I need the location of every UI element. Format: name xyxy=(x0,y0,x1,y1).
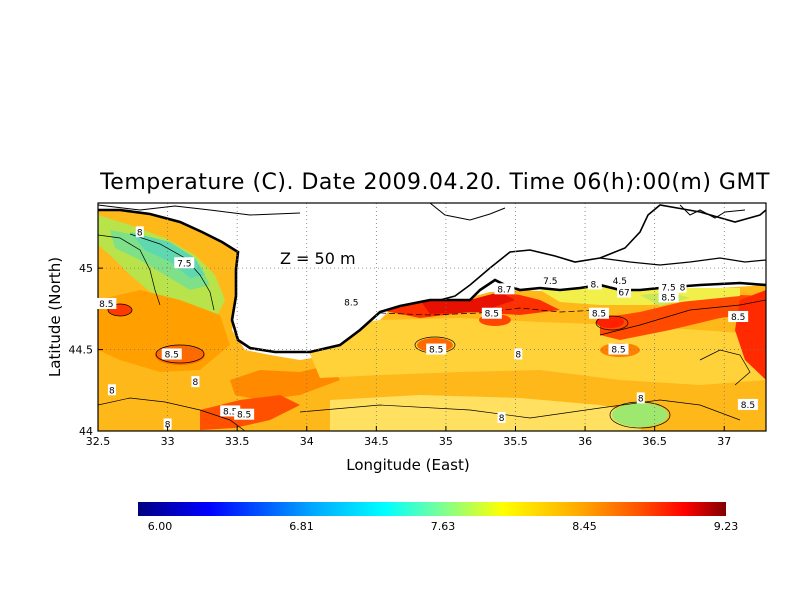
contour-label: 7.5 xyxy=(177,259,191,269)
contour-label: 8 xyxy=(193,378,199,388)
contour-label: 8.5 xyxy=(165,350,179,360)
x-axis-ticks: 32.5 33 33.5 34 34.5 35 35.5 36 36.5 37 xyxy=(86,426,731,448)
x-tick-label: 34.5 xyxy=(364,435,389,448)
x-tick-label: 36.5 xyxy=(642,435,667,448)
contour-label: 4.5 xyxy=(613,277,627,287)
contour-label-bg xyxy=(341,296,362,308)
x-tick-label: 32.5 xyxy=(86,435,111,448)
contour-label-bg xyxy=(737,398,758,410)
colorbar xyxy=(138,502,726,516)
contour-label-bg xyxy=(426,343,447,355)
contour-label: 7.5 xyxy=(543,277,557,287)
contour-label-bg xyxy=(540,275,561,287)
contour-label: 8 xyxy=(680,284,686,294)
contour-label-bg xyxy=(608,343,629,355)
contour-label: 8.5 xyxy=(661,293,675,303)
contour-label: 67 xyxy=(618,289,629,299)
contour-label-bg xyxy=(161,348,182,360)
y-tick-label: 45 xyxy=(79,262,93,275)
contour-label-bg xyxy=(636,392,645,404)
contour-label-bg xyxy=(163,418,172,430)
y-tick-label: 44.5 xyxy=(69,344,94,357)
contour-label: 8. xyxy=(591,280,600,290)
contour-label-bg xyxy=(220,405,241,417)
contour-label-bg xyxy=(728,311,749,322)
contour-label: 8 xyxy=(638,394,644,404)
colorbar-ticks: 6.00 6.81 7.63 8.45 9.23 xyxy=(148,520,739,533)
y-axis-ticks: 44 44.5 45 xyxy=(69,262,103,438)
colorbar-tick-label: 6.81 xyxy=(289,520,314,533)
colorbar-tick-label: 9.23 xyxy=(714,520,739,533)
contour-label-bg xyxy=(678,281,687,293)
contour-label: 8.5 xyxy=(611,346,625,356)
contour-label: 8.5 xyxy=(99,300,113,310)
plot-frame xyxy=(97,202,767,432)
contour-label-bg xyxy=(191,376,200,388)
x-tick-label: 33.5 xyxy=(225,435,250,448)
contour-label: 8 xyxy=(137,228,143,238)
contour-label: 8.5 xyxy=(223,407,237,417)
contour-label: 8 xyxy=(499,414,505,424)
contour-label-bg xyxy=(514,348,523,360)
x-tick-label: 33 xyxy=(161,435,175,448)
contour-label: 8.5 xyxy=(429,346,443,356)
contour-label: 8 xyxy=(109,386,115,396)
x-tick-label: 35.5 xyxy=(503,435,528,448)
contour-label: 8.7 xyxy=(497,285,511,295)
contour-label-bg xyxy=(589,307,609,319)
x-tick-label: 35 xyxy=(439,435,453,448)
contour-label-bg xyxy=(234,408,255,420)
contour-label-bg xyxy=(658,291,679,303)
contour-label-bg xyxy=(135,226,144,238)
contour-label-bg xyxy=(481,307,502,319)
contour-label-bg xyxy=(617,286,632,298)
contour-label: 8.5 xyxy=(741,401,755,411)
x-axis-label: Longitude (East) xyxy=(346,456,469,474)
contour-label: 7.5 xyxy=(661,284,675,294)
contour-label-bg xyxy=(494,283,515,295)
contour-label-bg xyxy=(497,411,506,423)
contour-label: 8.5 xyxy=(485,310,499,320)
contour-label-bg xyxy=(107,384,116,396)
depth-label: Z = 50 m xyxy=(280,249,356,268)
contour-label-bg xyxy=(658,281,679,293)
contour-label-bg xyxy=(174,257,195,269)
x-tick-label: 36 xyxy=(578,435,592,448)
contour-label: 8.5 xyxy=(344,298,358,308)
colorbar-tick-label: 7.63 xyxy=(431,520,456,533)
y-tick-label: 44 xyxy=(79,425,93,438)
colorbar-tick-label: 8.45 xyxy=(572,520,597,533)
contour-label: 8.5 xyxy=(592,310,606,320)
x-tick-label: 34 xyxy=(300,435,314,448)
colorbar-tick-label: 6.00 xyxy=(148,520,173,533)
x-tick-label: 37 xyxy=(717,435,731,448)
contour-label-bg xyxy=(587,278,602,290)
page-title: Temperature (C). Date 2009.04.20. Time 0… xyxy=(100,170,770,195)
contour-label: 8 xyxy=(515,350,521,360)
contour-label: 8 xyxy=(165,420,171,430)
contour-label-bg xyxy=(96,297,117,309)
temperature-field xyxy=(98,203,766,431)
y-axis-label: Latitude (North) xyxy=(46,257,64,377)
contour-label-bg xyxy=(609,275,630,287)
contour-label: 8.5 xyxy=(731,313,745,323)
contour-label: 8.5 xyxy=(237,411,251,421)
